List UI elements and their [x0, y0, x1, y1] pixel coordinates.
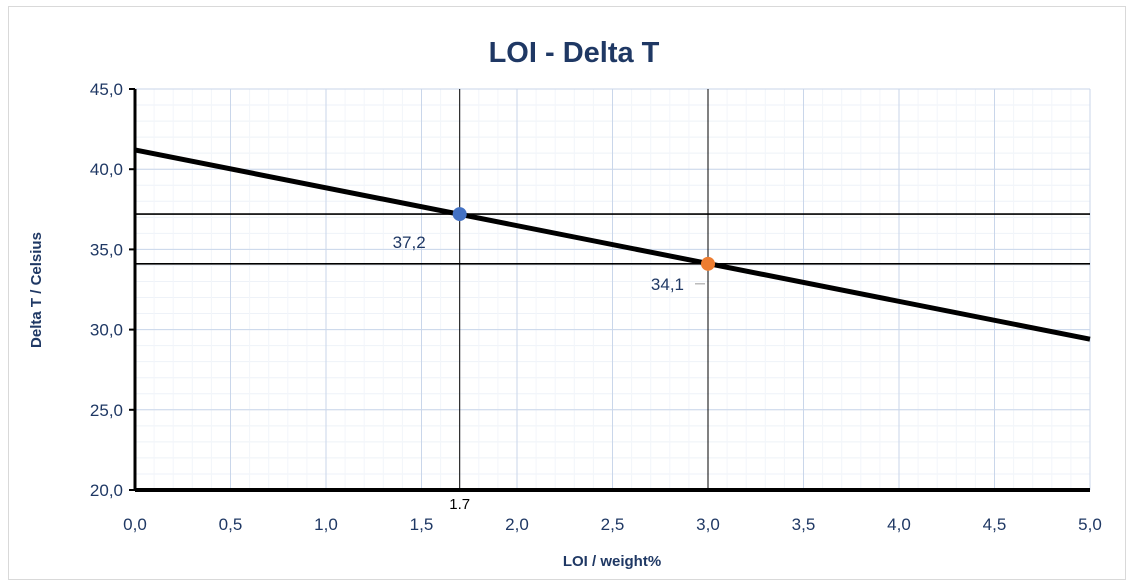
data-point-2 — [701, 256, 715, 271]
vertical-marker-label: 1.7 — [449, 496, 470, 513]
data-point-1 — [452, 207, 467, 222]
data-label-2: 34,1 — [651, 275, 684, 294]
x-tick-label: 1,0 — [314, 515, 338, 534]
x-axis-label: LOI / weight% — [563, 553, 661, 570]
x-tick-label: 4,0 — [887, 515, 911, 534]
x-tick-label: 5,0 — [1078, 515, 1102, 534]
trendline — [134, 147, 1091, 342]
x-tick-label: 3,5 — [792, 515, 816, 534]
y-tick-label: 25,0 — [90, 401, 123, 420]
x-tick-label: 3,0 — [696, 515, 720, 534]
y-tick-labels: 20,0 25,0 30,0 35,0 40,0 45,0 — [90, 80, 123, 500]
y-tick-label: 40,0 — [90, 160, 123, 179]
x-tick-label: 1,5 — [410, 515, 434, 534]
data-label-1: 37,2 — [393, 233, 426, 252]
data-points: 37,2 34,1 1.7 — [393, 207, 715, 513]
trendline-group — [134, 147, 1091, 342]
y-tick-label: 30,0 — [90, 321, 123, 340]
chart-frame — [8, 6, 1126, 580]
x-tick-label: 0,5 — [219, 515, 243, 534]
y-axis-label: Delta T / Celsius — [28, 232, 45, 348]
x-tick-label: 0,0 — [123, 515, 147, 534]
axes — [129, 88, 1090, 492]
x-tick-label: 2,5 — [601, 515, 625, 534]
grid — [134, 88, 1091, 491]
y-tick-label: 35,0 — [90, 240, 123, 259]
x-tick-label: 2,0 — [505, 515, 529, 534]
x-tick-labels: 0,0 0,5 1,0 1,5 2,0 2,5 3,0 3,5 4,0 4,5 5,0 — [123, 515, 1102, 534]
y-tick-label: 45,0 — [90, 80, 123, 99]
y-tick-label: 20,0 — [90, 481, 123, 500]
reference-lines — [135, 89, 1090, 490]
chart-title: LOI - Delta T — [489, 37, 660, 69]
x-tick-label: 4,5 — [983, 515, 1007, 534]
